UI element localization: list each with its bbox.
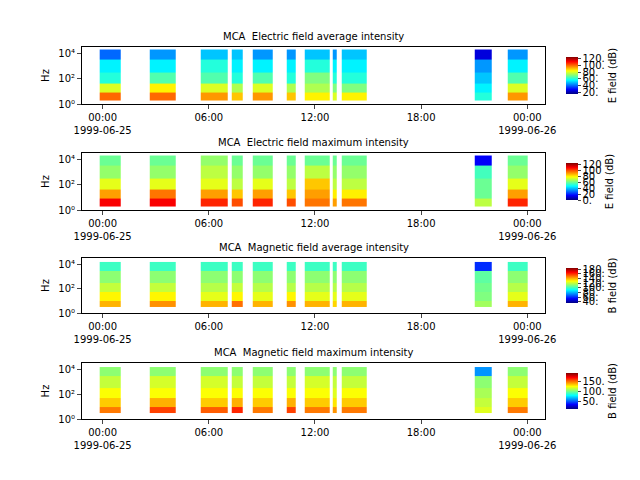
svg-text:50.: 50.: [583, 396, 599, 407]
svg-text:Hz: Hz: [40, 69, 51, 82]
svg-text:120.: 120.: [583, 278, 605, 289]
svg-text:E field (dB): E field (dB): [604, 154, 615, 209]
svg-text:40.: 40.: [583, 296, 599, 307]
svg-text:20.: 20.: [583, 87, 599, 98]
svg-text:10⁰: 10⁰: [58, 414, 75, 425]
svg-text:10⁰: 10⁰: [58, 308, 75, 319]
svg-text:60.: 60.: [583, 292, 599, 303]
svg-text:10⁴: 10⁴: [58, 48, 75, 59]
svg-text:150.: 150.: [583, 376, 605, 387]
svg-text:20: 20: [583, 189, 596, 200]
svg-text:00:001999-06-25: 00:001999-06-25: [74, 321, 132, 345]
svg-text:100: 100: [583, 165, 602, 176]
svg-text:10²: 10²: [58, 283, 75, 294]
svg-text:100.: 100.: [583, 386, 605, 397]
svg-text:180.: 180.: [583, 264, 605, 275]
svg-text:B field (dB): B field (dB): [607, 363, 618, 419]
svg-text:MCA Magnetic field maximum in: MCA Magnetic field maximum intensity: [214, 347, 414, 358]
svg-text:12:00: 12:00: [301, 427, 330, 438]
svg-text:Hz: Hz: [40, 279, 51, 292]
svg-text:80: 80: [583, 171, 596, 182]
svg-text:40: 40: [583, 183, 596, 194]
svg-text:06:00: 06:00: [194, 427, 223, 438]
svg-text:120.: 120.: [583, 53, 605, 64]
svg-text:10²: 10²: [58, 389, 75, 400]
svg-text:00:001999-06-26: 00:001999-06-26: [498, 321, 556, 345]
svg-text:0.: 0.: [583, 195, 593, 206]
svg-text:00:001999-06-25: 00:001999-06-25: [74, 218, 132, 242]
svg-text:E field (dB): E field (dB): [607, 48, 618, 103]
svg-text:MCA Electric field maximum in: MCA Electric field maximum intensity: [218, 137, 409, 148]
svg-text:Hz: Hz: [40, 175, 51, 188]
svg-text:06:00: 06:00: [194, 112, 223, 123]
svg-text:100.: 100.: [583, 60, 605, 71]
svg-text:18:00: 18:00: [407, 112, 436, 123]
svg-text:60.: 60.: [583, 73, 599, 84]
svg-text:18:00: 18:00: [407, 218, 436, 229]
svg-text:MCA Electric field average in: MCA Electric field average intensity: [223, 31, 404, 42]
svg-text:12:00: 12:00: [301, 112, 330, 123]
svg-text:00:001999-06-25: 00:001999-06-25: [74, 112, 132, 136]
svg-text:160.: 160.: [583, 268, 605, 279]
svg-text:100.: 100.: [583, 282, 605, 293]
svg-text:120: 120: [583, 159, 602, 170]
svg-text:00:001999-06-26: 00:001999-06-26: [498, 112, 556, 136]
svg-text:12:00: 12:00: [301, 218, 330, 229]
svg-text:06:00: 06:00: [194, 321, 223, 332]
svg-text:80.: 80.: [583, 67, 599, 78]
svg-text:10⁰: 10⁰: [58, 205, 75, 216]
svg-text:Hz: Hz: [40, 385, 51, 398]
svg-text:10⁴: 10⁴: [58, 154, 75, 165]
svg-text:MCA Magnetic field average in: MCA Magnetic field average intensity: [219, 242, 409, 253]
svg-text:18:00: 18:00: [407, 321, 436, 332]
svg-text:18:00: 18:00: [407, 427, 436, 438]
svg-text:10⁴: 10⁴: [58, 259, 75, 270]
svg-text:140.: 140.: [583, 273, 605, 284]
svg-text:10²: 10²: [58, 73, 75, 84]
svg-text:00:001999-06-26: 00:001999-06-26: [498, 427, 556, 451]
svg-text:10⁴: 10⁴: [58, 364, 75, 375]
svg-text:12:00: 12:00: [301, 321, 330, 332]
svg-text:06:00: 06:00: [194, 218, 223, 229]
svg-text:B field (dB): B field (dB): [607, 258, 618, 314]
svg-text:10²: 10²: [58, 179, 75, 190]
svg-text:40.: 40.: [583, 80, 599, 91]
svg-text:80.: 80.: [583, 287, 599, 298]
svg-text:10⁰: 10⁰: [58, 99, 75, 110]
svg-text:00:001999-06-26: 00:001999-06-26: [498, 218, 556, 242]
svg-text:60: 60: [583, 177, 596, 188]
svg-text:00:001999-06-25: 00:001999-06-25: [74, 427, 132, 451]
